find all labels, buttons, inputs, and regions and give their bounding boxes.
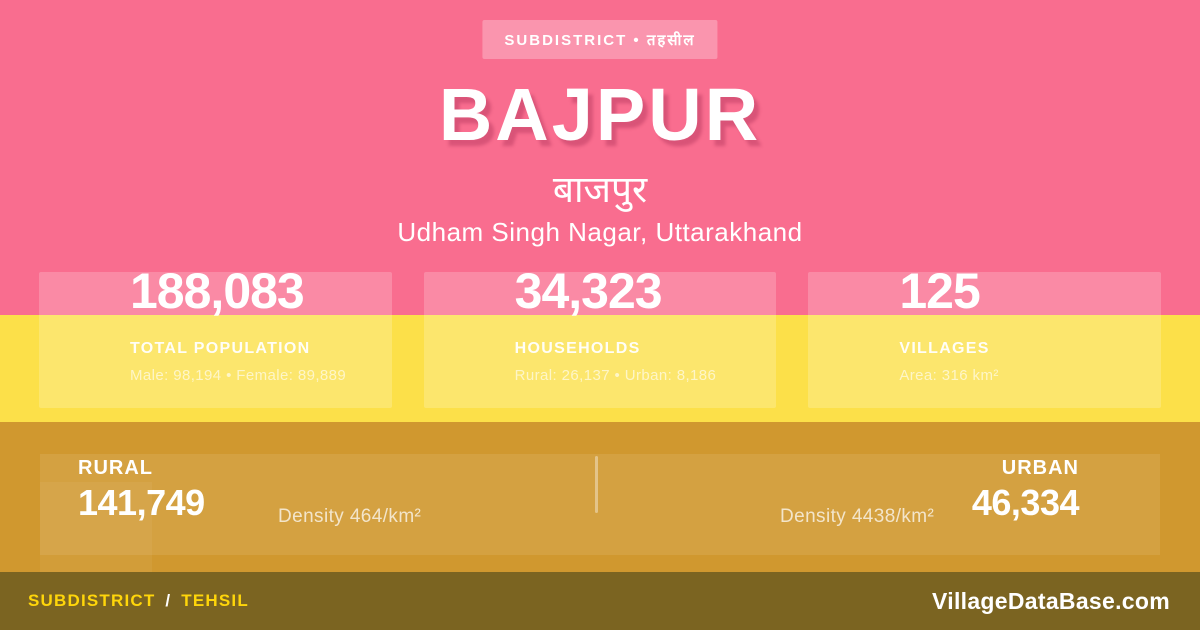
villages-value: 125 — [899, 263, 980, 319]
rural-value: 141,749 — [78, 482, 205, 523]
yellow-band — [0, 315, 1200, 422]
stats-row: 188,083 TOTAL POPULATION Male: 98,194 • … — [39, 266, 1162, 408]
rural-block: RURAL 141,749 — [78, 456, 205, 521]
footer-type-label: SUBDISTRICT / TEHSIL — [28, 591, 249, 611]
stat-card-total-population: 188,083 TOTAL POPULATION Male: 98,194 • … — [39, 266, 392, 408]
site-brand-link[interactable]: VillageDataBase.com — [932, 587, 1170, 614]
rural-label: RURAL — [78, 457, 153, 479]
location-subtitle: Udham Singh Nagar, Uttarakhand — [397, 217, 803, 247]
total-population-label: TOTAL POPULATION — [130, 340, 311, 357]
band-divider — [595, 456, 598, 513]
urban-label: URBAN — [1001, 457, 1079, 479]
footer-separator: / — [165, 591, 172, 610]
stat-card-villages: 125 VILLAGES Area: 316 km² — [808, 266, 1162, 408]
total-population-value: 188,083 — [130, 263, 305, 319]
rural-urban-band: RURAL 141,749 Density 464/km² Density 44… — [0, 422, 1200, 572]
page-title-hindi: बाजपुर — [552, 169, 648, 210]
households-label: HOUSEHOLDS — [514, 340, 641, 357]
footer-subdistrict-label: SUBDISTRICT — [28, 591, 156, 610]
rural-density: Density 464/km² — [278, 506, 422, 527]
band-overlay-decoration — [40, 454, 1160, 555]
footer-bar: SUBDISTRICT / TEHSIL VillageDataBase.com — [0, 572, 1200, 630]
band-overlay-small-decoration — [40, 482, 152, 572]
households-value: 34,323 — [514, 263, 663, 319]
type-badge-label: SUBDISTRICT • तहसील — [504, 31, 696, 49]
urban-block: URBAN 46,334 — [971, 456, 1080, 523]
urban-density: Density 4438/km² — [780, 506, 935, 527]
total-population-detail: Male: 98,194 • Female: 89,889 — [130, 367, 347, 384]
type-badge: SUBDISTRICT • तहसील — [482, 20, 718, 59]
households-detail: Rural: 26,137 • Urban: 8,186 — [514, 367, 717, 384]
stat-card-households: 34,323 HOUSEHOLDS Rural: 26,137 • Urban:… — [423, 266, 777, 408]
urban-value: 46,334 — [971, 482, 1080, 523]
page-title: BAJPUR — [438, 73, 762, 156]
villages-detail: Area: 316 km² — [899, 367, 999, 384]
footer-tehsil-label: TEHSIL — [181, 591, 249, 610]
villages-label: VILLAGES — [899, 340, 990, 357]
